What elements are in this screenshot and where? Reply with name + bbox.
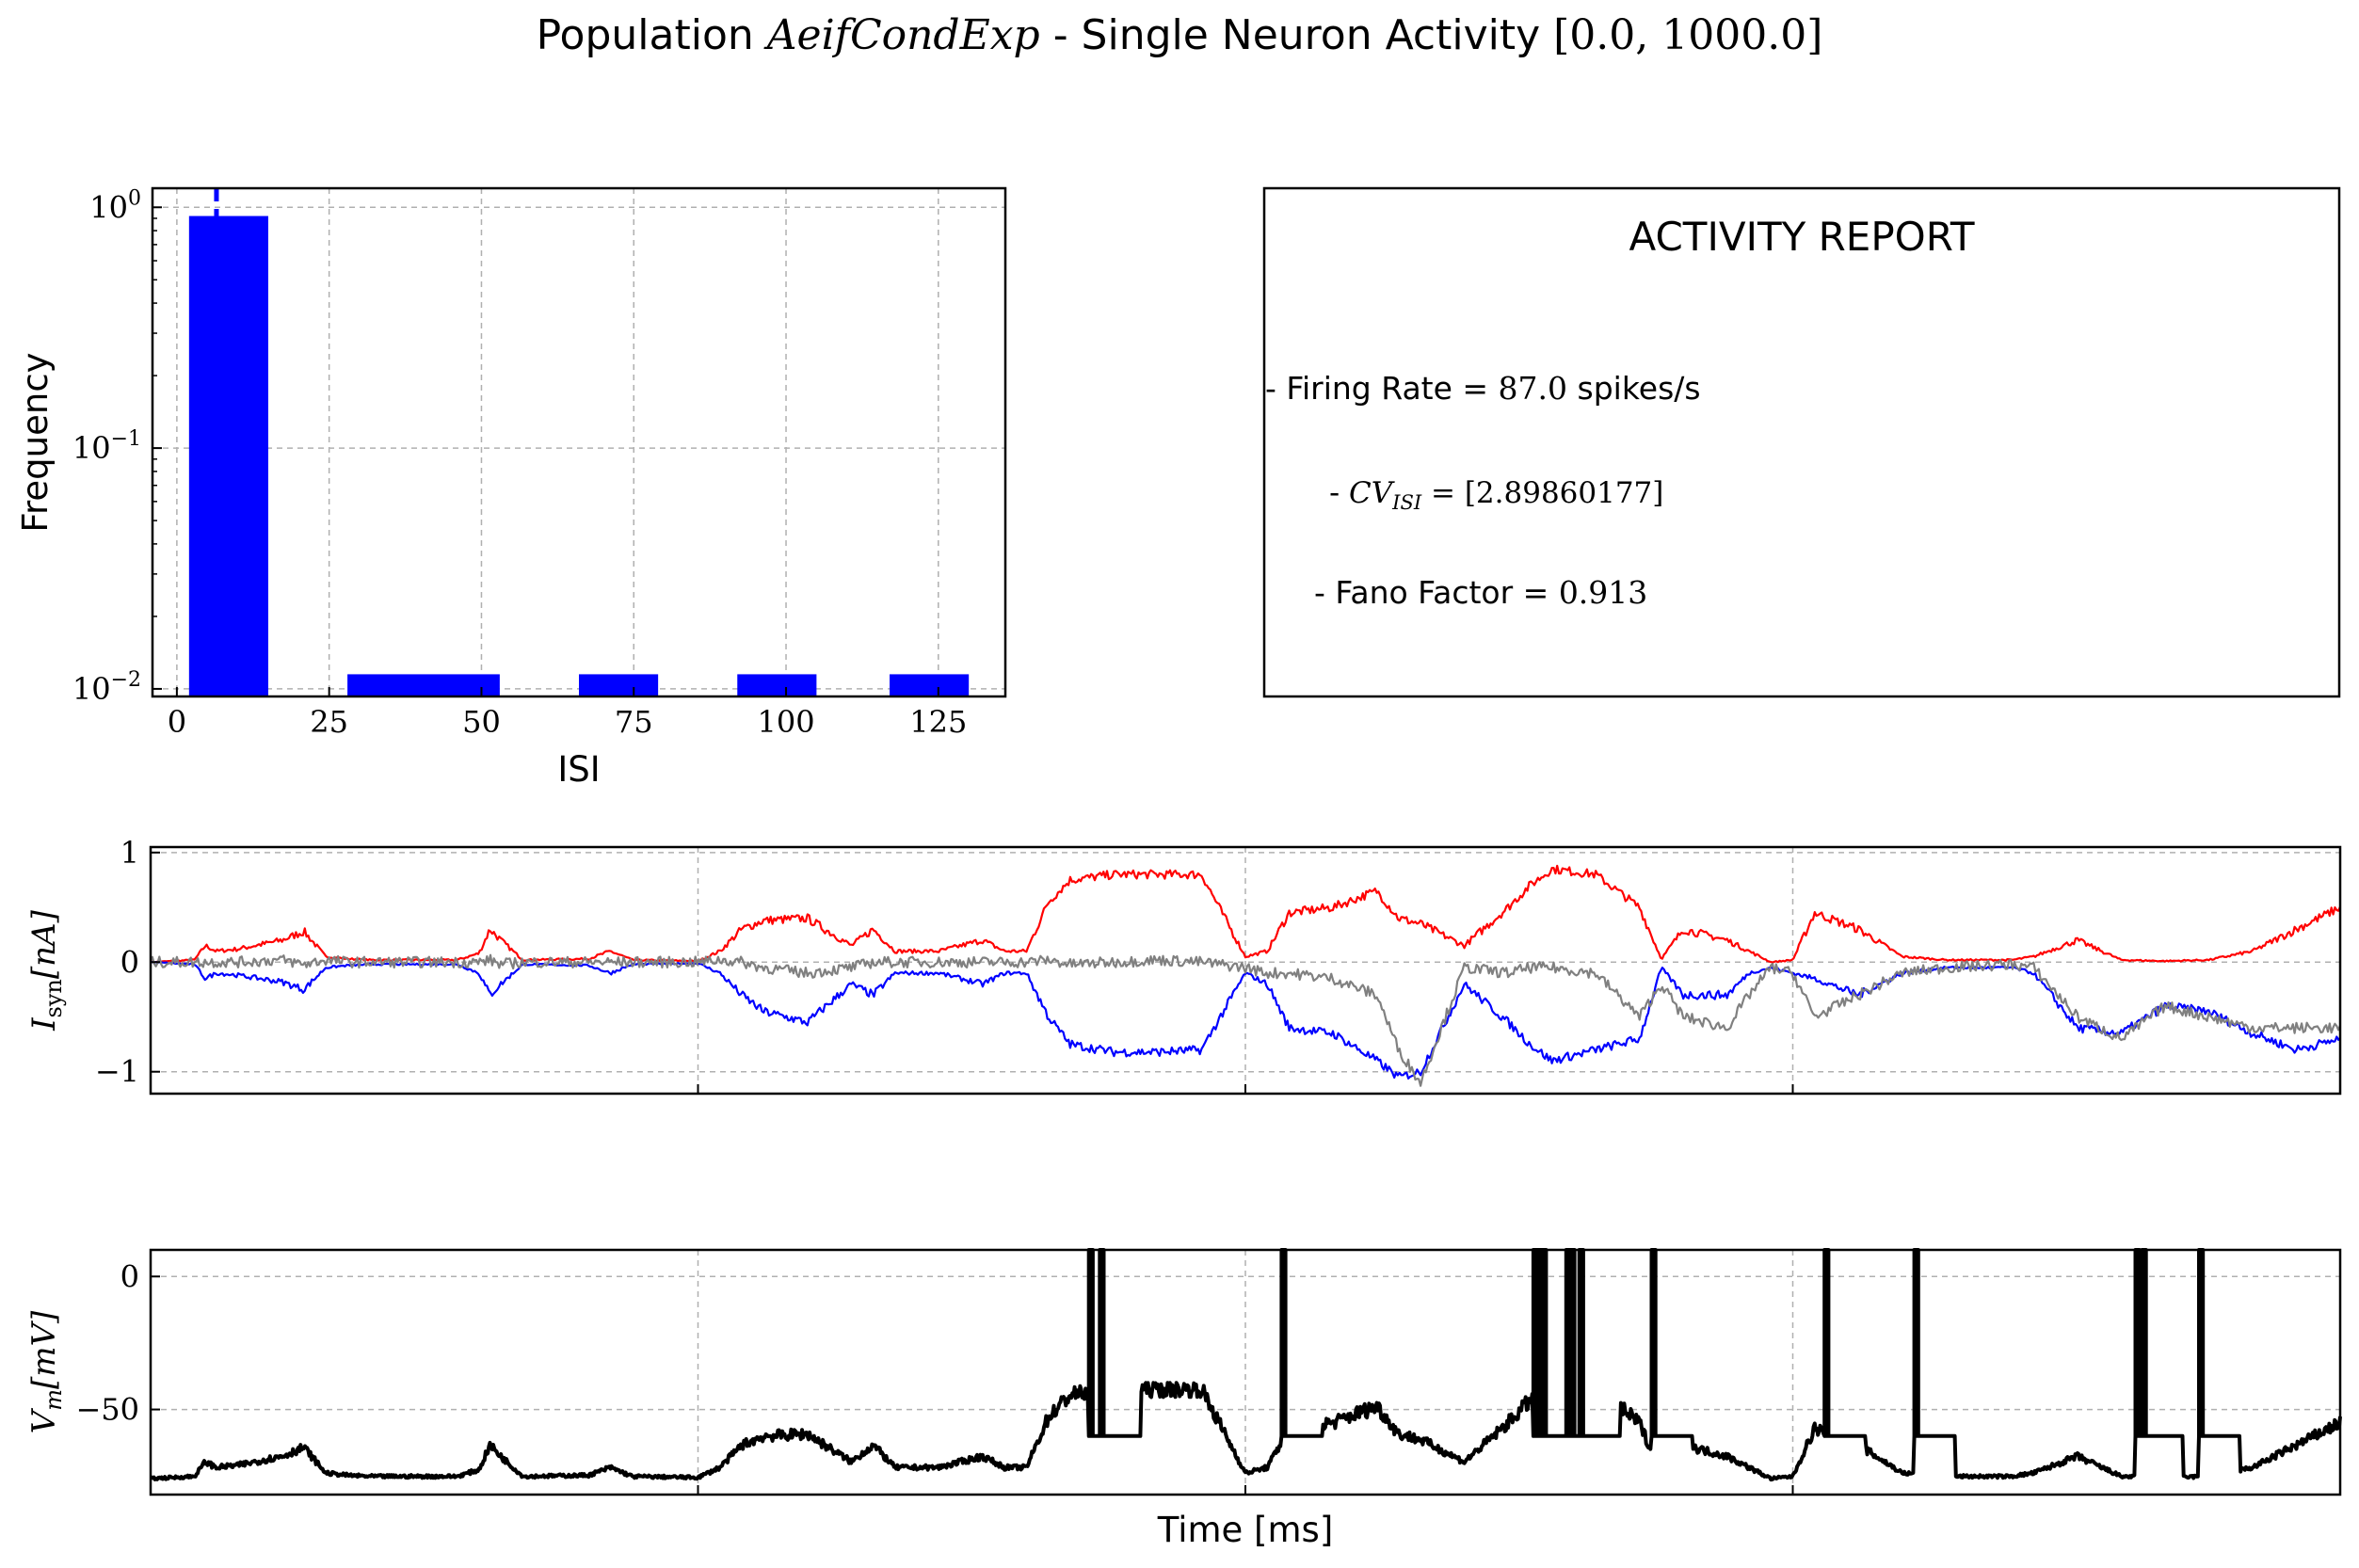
hist-bar — [890, 674, 970, 696]
figure-title: Population AeifCondExp - Single Neuron A… — [537, 11, 1823, 59]
membrane-potential-panel: 0 −50 Vm[mV] Time [ms] — [25, 1248, 2342, 1550]
isyn-ticks: 1 0 −1 — [95, 835, 1794, 1094]
vm-y-label-unit: [mV] — [25, 1310, 63, 1389]
vm-y-tick-label: −50 — [75, 1392, 139, 1428]
isyn-y-label-sub: syn — [40, 979, 67, 1017]
hist-bar — [579, 674, 659, 696]
hist-y-tick-label: 10−1 — [72, 427, 141, 466]
hist-bar — [188, 216, 268, 696]
isyn-series-exc — [150, 864, 2342, 964]
title-population-name: AeifCondExp — [763, 11, 1040, 59]
isyn-y-label-main: I — [25, 1017, 63, 1032]
cv-value: = [2.89860177] — [1421, 476, 1663, 510]
hist-x-ticks: 0 25 50 75 100 125 — [168, 687, 967, 740]
cv-symbol: CV — [1349, 476, 1396, 510]
isyn-y-tick-label: 1 — [120, 835, 139, 871]
report-fano-factor: - Fano Factor = 0.913 — [1314, 574, 1647, 611]
hist-y-tick-label: 10−2 — [72, 668, 141, 707]
hist-bar — [737, 674, 817, 696]
hist-x-tick-label: 100 — [757, 704, 814, 740]
hist-y-label: Frequency — [15, 352, 56, 532]
title-middle: - Single Neuron Activity — [1040, 11, 1553, 59]
firing-rate-value: 87.0 — [1499, 370, 1567, 407]
hist-y-ticks: 100 10−1 10−2 — [72, 186, 162, 707]
hist-bars — [188, 216, 970, 696]
vm-y-label-main: V — [25, 1407, 63, 1433]
fano-value: 0.913 — [1559, 574, 1647, 611]
isyn-series-total — [150, 953, 2342, 1087]
hist-x-tick-label: 0 — [168, 704, 186, 740]
vm-lines — [150, 1248, 2342, 1482]
vm-grid — [151, 1250, 2340, 1495]
vm-y-tick-label: 0 — [120, 1258, 139, 1294]
isyn-series-inh — [150, 960, 2341, 1080]
isyn-y-tick-label: −1 — [95, 1054, 139, 1090]
activity-report-panel: ACTIVITY REPORT - Firing Rate = 87.0 spi… — [1262, 186, 2341, 698]
hist-x-tick-label: 25 — [310, 704, 348, 740]
vm-trace — [150, 1248, 2342, 1482]
report-firing-rate: - Firing Rate = 87.0 spikes/s — [1265, 370, 1701, 407]
firing-rate-unit: spikes/s — [1567, 370, 1701, 407]
vm-ticks: 0 −50 — [75, 1258, 1794, 1495]
report-title: ACTIVITY REPORT — [1629, 214, 1974, 260]
cv-label: - — [1329, 476, 1349, 510]
synaptic-currents-panel: 1 0 −1 Isyn[nA] — [25, 835, 2342, 1096]
vm-y-label: Vm[mV] — [25, 1310, 67, 1433]
isyn-y-tick-label: 0 — [120, 944, 139, 980]
title-prefix: Population — [537, 11, 767, 59]
isyn-lines — [150, 864, 2342, 1087]
isi-histogram-panel: 0 25 50 75 100 125 100 10−1 10−2 ISI Frequency — [15, 186, 1007, 790]
hist-x-tick-label: 75 — [615, 704, 653, 740]
hist-x-label: ISI — [557, 749, 600, 790]
vm-y-label-sub: m — [40, 1389, 67, 1411]
isyn-y-label-unit: [nA] — [25, 909, 63, 979]
hist-bar — [347, 674, 500, 696]
report-cv-isi: - CVISI = [2.89860177] — [1329, 476, 1663, 514]
hist-grid — [152, 188, 1005, 696]
hist-y-tick-label: 100 — [89, 186, 141, 225]
title-range: [0.0, 1000.0] — [1553, 11, 1822, 59]
report-frame — [1262, 186, 2341, 698]
fano-label: - Fano Factor = — [1314, 574, 1559, 611]
firing-rate-label: - Firing Rate = — [1265, 370, 1499, 407]
hist-axes-frame — [151, 186, 1007, 698]
hist-x-tick-label: 50 — [462, 704, 501, 740]
vm-x-label: Time [ms] — [1157, 1510, 1334, 1550]
isyn-y-label: Isyn[nA] — [25, 909, 67, 1031]
hist-x-tick-label: 125 — [909, 704, 967, 740]
cv-subscript: ISI — [1391, 491, 1422, 514]
